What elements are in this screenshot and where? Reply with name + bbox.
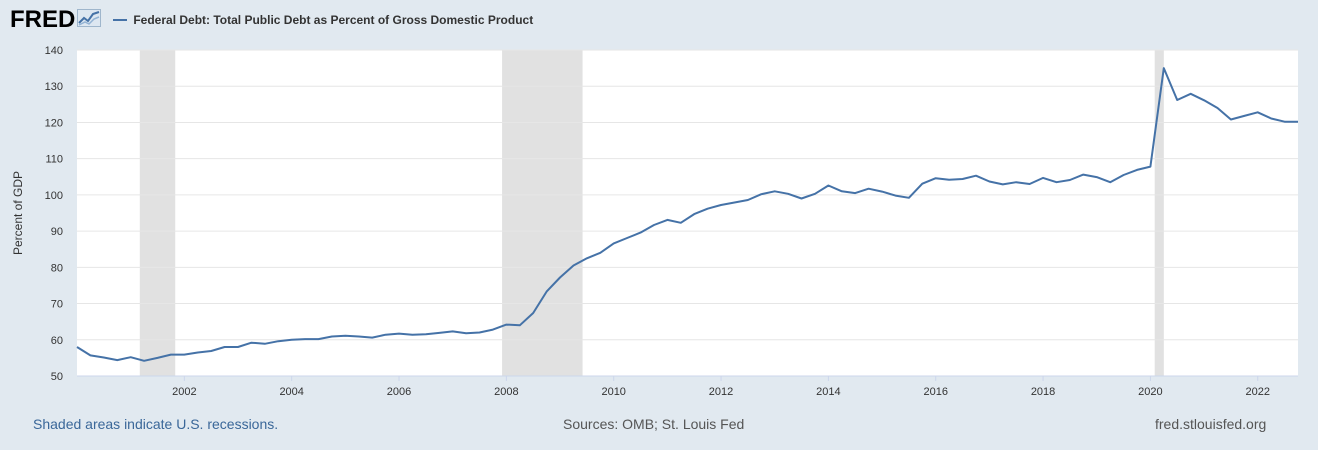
legend-series-name: Federal Debt: Total Public Debt as Perce…: [133, 13, 534, 27]
chart-icon: [77, 8, 102, 32]
y-tick-label: 140: [45, 45, 63, 57]
y-axis-label: Percent of GDP: [11, 171, 25, 255]
y-tick-label: 90: [51, 226, 63, 238]
chart-header: FRED Federal Debt: Total Public Debt as …: [10, 6, 533, 34]
logo-text: FRED: [10, 6, 76, 33]
y-tick-label: 120: [45, 117, 63, 129]
fred-logo[interactable]: FRED: [10, 6, 102, 34]
series-layer: [76, 67, 1298, 362]
x-tick-label: 2020: [1138, 386, 1162, 398]
series-line[interactable]: [76, 67, 1298, 362]
y-tick-label: 70: [51, 299, 63, 311]
x-tick-label: 2014: [816, 386, 840, 398]
x-tick-label: 2016: [923, 386, 947, 398]
site-link[interactable]: fred.stlouisfed.org: [1155, 416, 1267, 432]
legend-swatch: [113, 19, 128, 21]
y-tick-label: 80: [51, 262, 63, 274]
plot-area: [77, 50, 1298, 376]
chart-legend[interactable]: Federal Debt: Total Public Debt as Perce…: [113, 13, 533, 27]
sources-note[interactable]: Sources: OMB; St. Louis Fed: [563, 416, 745, 432]
recession-band: [1154, 50, 1164, 376]
x-tick-label: 2010: [601, 386, 625, 398]
x-tick-label: 2022: [1246, 386, 1270, 398]
y-tick-label: 130: [45, 81, 63, 93]
x-tick-label: 2004: [279, 386, 303, 398]
x-axis-ticks: 2002 2004 2006 2008 2010 2012 2014 2016 2018 2020…: [77, 375, 1298, 398]
y-tick-label: 100: [45, 190, 63, 202]
y-tick-label: 60: [51, 335, 63, 347]
recession-band: [502, 50, 583, 376]
y-axis-ticks: 50 60 70 80 90 100 110 120 130 140: [45, 45, 63, 383]
x-tick-label: 2008: [494, 386, 518, 398]
x-tick-label: 2006: [387, 386, 411, 398]
x-tick-label: 2012: [709, 386, 733, 398]
recession-shading: [139, 50, 1164, 376]
x-tick-label: 2002: [172, 386, 196, 398]
y-tick-label: 110: [45, 154, 63, 166]
recession-band: [139, 50, 176, 376]
x-tick-label: 2018: [1031, 386, 1055, 398]
recessions-note[interactable]: Shaded areas indicate U.S. recessions.: [33, 416, 279, 432]
y-tick-label: 50: [51, 371, 63, 383]
